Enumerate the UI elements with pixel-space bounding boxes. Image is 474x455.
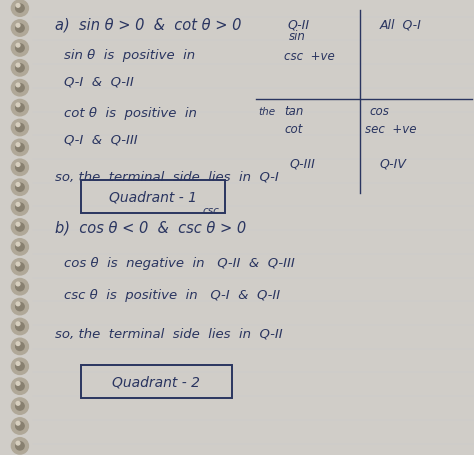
Circle shape xyxy=(16,322,20,326)
Circle shape xyxy=(16,243,20,247)
Text: Q-II: Q-II xyxy=(288,18,310,31)
Circle shape xyxy=(16,203,24,212)
Circle shape xyxy=(16,283,20,286)
Circle shape xyxy=(11,438,28,454)
Text: cos θ  is  negative  in   Q-II  &  Q-III: cos θ is negative in Q-II & Q-III xyxy=(64,257,295,269)
Circle shape xyxy=(16,5,20,8)
Text: cot θ  is  positive  in: cot θ is positive in xyxy=(64,106,197,119)
Circle shape xyxy=(11,299,28,315)
Circle shape xyxy=(11,120,28,136)
Circle shape xyxy=(16,422,24,430)
Text: csc  +ve: csc +ve xyxy=(284,51,335,63)
Circle shape xyxy=(11,81,28,97)
Text: cos: cos xyxy=(370,105,390,118)
Circle shape xyxy=(11,339,28,355)
Circle shape xyxy=(11,180,28,196)
Circle shape xyxy=(11,61,28,77)
Circle shape xyxy=(16,283,24,291)
Text: All  Q-I: All Q-I xyxy=(379,18,421,31)
Circle shape xyxy=(11,160,28,176)
Circle shape xyxy=(16,323,24,331)
Circle shape xyxy=(11,418,28,434)
Circle shape xyxy=(16,362,20,365)
Circle shape xyxy=(16,223,24,232)
Text: Quadrant - 1: Quadrant - 1 xyxy=(109,191,197,204)
Text: tan: tan xyxy=(284,105,304,118)
Text: so, the  terminal  side  lies  in  Q-II: so, the terminal side lies in Q-II xyxy=(55,327,282,339)
Circle shape xyxy=(16,343,24,351)
Circle shape xyxy=(16,402,24,410)
Circle shape xyxy=(16,25,20,28)
Text: sec  +ve: sec +ve xyxy=(365,123,417,136)
Circle shape xyxy=(16,382,24,390)
Circle shape xyxy=(16,84,20,88)
Circle shape xyxy=(16,45,24,53)
Circle shape xyxy=(11,279,28,295)
Circle shape xyxy=(16,144,24,152)
Circle shape xyxy=(16,243,24,252)
Text: the: the xyxy=(258,106,275,116)
Circle shape xyxy=(11,259,28,275)
Circle shape xyxy=(16,263,24,271)
Circle shape xyxy=(16,184,24,192)
Circle shape xyxy=(16,303,24,311)
Circle shape xyxy=(11,140,28,156)
Circle shape xyxy=(16,64,20,68)
Circle shape xyxy=(16,124,24,132)
Text: cot: cot xyxy=(284,123,303,136)
Text: so, the  terminal  side  lies  in  Q-I: so, the terminal side lies in Q-I xyxy=(55,170,278,183)
Circle shape xyxy=(16,183,20,187)
Circle shape xyxy=(16,441,20,445)
Circle shape xyxy=(16,402,20,405)
Circle shape xyxy=(16,362,24,370)
Circle shape xyxy=(16,223,20,227)
Circle shape xyxy=(11,100,28,116)
Circle shape xyxy=(16,104,20,107)
Circle shape xyxy=(16,442,24,450)
Circle shape xyxy=(16,5,24,13)
Circle shape xyxy=(11,219,28,236)
Text: a)  sin θ > 0  &  cot θ > 0: a) sin θ > 0 & cot θ > 0 xyxy=(55,18,241,32)
Circle shape xyxy=(16,65,24,73)
Circle shape xyxy=(11,40,28,57)
Circle shape xyxy=(16,143,20,147)
Text: Quadrant - 2: Quadrant - 2 xyxy=(112,375,201,389)
Circle shape xyxy=(16,25,24,33)
Circle shape xyxy=(16,263,20,266)
Text: sin: sin xyxy=(289,30,306,43)
Text: csc: csc xyxy=(202,206,219,216)
Circle shape xyxy=(11,358,28,374)
Circle shape xyxy=(16,124,20,127)
Circle shape xyxy=(16,164,24,172)
Circle shape xyxy=(11,318,28,335)
Circle shape xyxy=(16,382,20,385)
Circle shape xyxy=(11,239,28,256)
Circle shape xyxy=(11,21,28,37)
Circle shape xyxy=(16,44,20,48)
Text: Q-I  &  Q-II: Q-I & Q-II xyxy=(64,76,134,88)
Text: Q-IV: Q-IV xyxy=(379,157,406,170)
Text: Q-III: Q-III xyxy=(289,157,315,170)
Text: sin θ  is  positive  in: sin θ is positive in xyxy=(64,49,195,62)
Text: Q-I  &  Q-III: Q-I & Q-III xyxy=(64,133,137,146)
Circle shape xyxy=(11,1,28,17)
Circle shape xyxy=(16,342,20,346)
Circle shape xyxy=(16,421,20,425)
Circle shape xyxy=(16,85,24,93)
Circle shape xyxy=(11,378,28,394)
Circle shape xyxy=(16,104,24,112)
Circle shape xyxy=(16,303,20,306)
Circle shape xyxy=(16,163,20,167)
Text: csc θ  is  positive  in   Q-I  &  Q-II: csc θ is positive in Q-I & Q-II xyxy=(64,288,280,301)
Circle shape xyxy=(16,203,20,207)
Circle shape xyxy=(11,199,28,216)
Text: b)  cos θ < 0  &  csc θ > 0: b) cos θ < 0 & csc θ > 0 xyxy=(55,220,246,235)
Circle shape xyxy=(11,398,28,415)
